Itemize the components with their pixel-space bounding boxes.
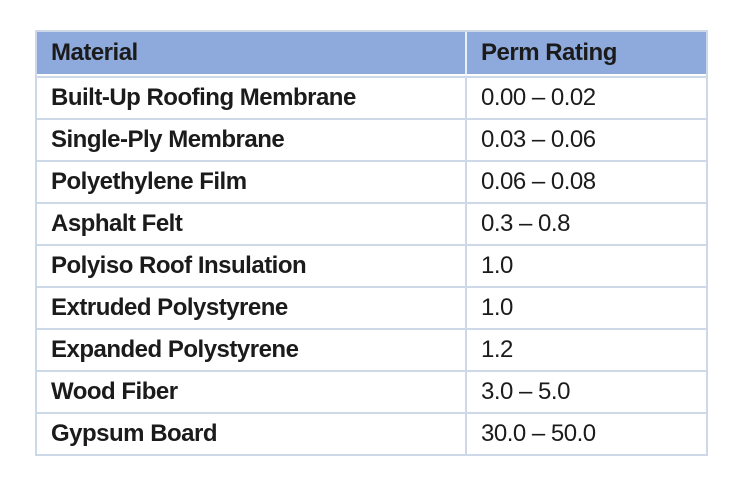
perm-rating-cell: 1.2 <box>467 330 706 372</box>
material-cell: Polyiso Roof Insulation <box>37 246 467 288</box>
perm-rating-cell: 0.3 – 0.8 <box>467 204 706 246</box>
perm-rating-cell: 3.0 – 5.0 <box>467 372 706 414</box>
column-header-material: Material <box>37 32 467 76</box>
material-cell: Extruded Polystyrene <box>37 288 467 330</box>
material-cell: Asphalt Felt <box>37 204 467 246</box>
material-cell: Gypsum Board <box>37 414 467 454</box>
material-cell: Polyethylene Film <box>37 162 467 204</box>
table-row: Built-Up Roofing Membrane 0.00 – 0.02 <box>37 76 706 120</box>
perm-rating-cell: 30.0 – 50.0 <box>467 414 706 454</box>
table-row: Extruded Polystyrene 1.0 <box>37 288 706 330</box>
material-cell: Wood Fiber <box>37 372 467 414</box>
material-cell: Single-Ply Membrane <box>37 120 467 162</box>
perm-rating-table: Material Perm Rating Built-Up Roofing Me… <box>35 30 708 456</box>
perm-rating-cell: 0.03 – 0.06 <box>467 120 706 162</box>
column-header-perm-rating: Perm Rating <box>467 32 706 76</box>
table-row: Gypsum Board 30.0 – 50.0 <box>37 414 706 454</box>
table-row: Asphalt Felt 0.3 – 0.8 <box>37 204 706 246</box>
perm-rating-cell: 0.00 – 0.02 <box>467 76 706 120</box>
header-row: Material Perm Rating <box>37 32 706 76</box>
table-row: Polyiso Roof Insulation 1.0 <box>37 246 706 288</box>
perm-rating-cell: 1.0 <box>467 288 706 330</box>
perm-rating-table-container: Material Perm Rating Built-Up Roofing Me… <box>35 30 708 456</box>
table-body: Built-Up Roofing Membrane 0.00 – 0.02 Sing… <box>37 76 706 454</box>
material-cell: Built-Up Roofing Membrane <box>37 76 467 120</box>
material-cell: Expanded Polystyrene <box>37 330 467 372</box>
perm-rating-cell: 1.0 <box>467 246 706 288</box>
table-row: Expanded Polystyrene 1.2 <box>37 330 706 372</box>
table-row: Single-Ply Membrane 0.03 – 0.06 <box>37 120 706 162</box>
table-header: Material Perm Rating <box>37 32 706 76</box>
perm-rating-cell: 0.06 – 0.08 <box>467 162 706 204</box>
table-row: Polyethylene Film 0.06 – 0.08 <box>37 162 706 204</box>
table-row: Wood Fiber 3.0 – 5.0 <box>37 372 706 414</box>
